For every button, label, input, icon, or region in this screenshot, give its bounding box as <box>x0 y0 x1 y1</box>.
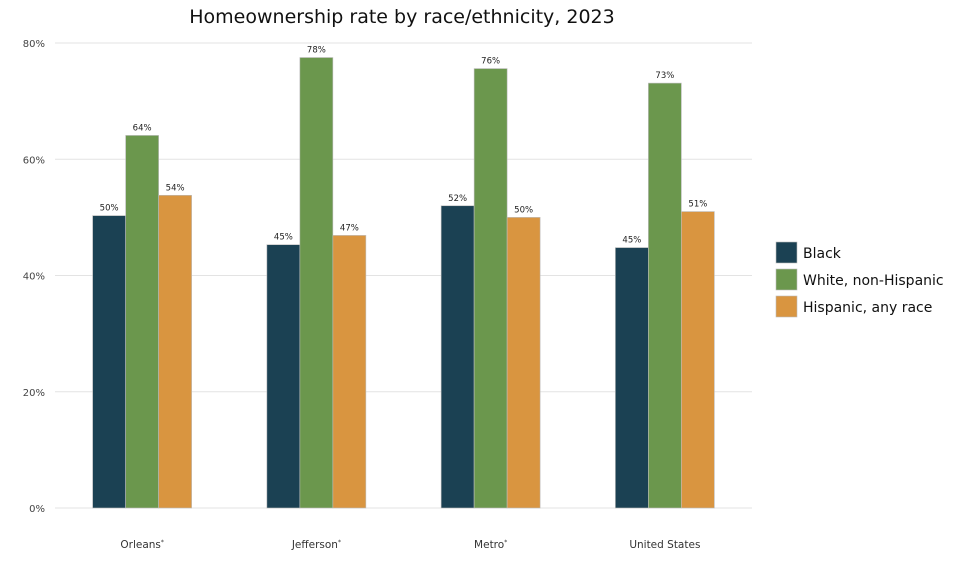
x-tick-label: Metro* <box>474 539 507 551</box>
y-tick-label: 40% <box>23 272 45 283</box>
footnote-marker: * <box>504 539 507 546</box>
bar-white-non-hispanic-united-states <box>648 82 682 509</box>
data-label: 45% <box>274 233 293 243</box>
bar-white-non-hispanic-orleans <box>125 135 159 509</box>
legend-label-hispanic-any-race: Hispanic, any race <box>803 300 932 316</box>
x-tick-label: United States <box>629 539 700 551</box>
chart-title: Homeownership rate by race/ethnicity, 20… <box>189 6 614 28</box>
data-label: 52% <box>448 194 467 204</box>
legend-swatch-white-non-hispanic <box>775 268 798 291</box>
data-label: 76% <box>481 57 500 67</box>
data-label: 73% <box>655 71 674 81</box>
footnote-marker: * <box>161 539 164 546</box>
bar-hispanic-any-race-orleans <box>158 194 192 509</box>
bar-black-metro <box>440 205 475 509</box>
y-tick-label: 0% <box>29 504 45 515</box>
x-axis: Orleans* Jefferson* Metro* United States <box>120 539 700 551</box>
data-label: 64% <box>133 123 152 133</box>
bar-hispanic-any-race-jefferson <box>332 235 367 509</box>
y-tick-label: 60% <box>23 155 45 166</box>
legend-label-black: Black <box>803 246 842 262</box>
bar-hispanic-any-race-metro <box>506 217 541 509</box>
bar-black-orleans <box>92 215 126 509</box>
data-label: 50% <box>100 204 119 214</box>
x-tick-label: Orleans* <box>120 539 164 551</box>
bar-black-jefferson <box>266 244 301 509</box>
data-label: 78% <box>307 46 326 56</box>
bar-white-non-hispanic-jefferson <box>299 57 334 509</box>
y-tick-label: 80% <box>23 39 45 50</box>
bar-black-united-states <box>615 247 649 509</box>
bars <box>92 57 715 509</box>
data-label: 45% <box>622 236 641 246</box>
data-labels: 50% 64% 54% 45% 78% 47% 52% 76% 50% 45% 73% 51% <box>100 46 708 246</box>
y-axis: 0% 20% 40% 60% 80% <box>23 39 45 515</box>
bar-white-non-hispanic-metro <box>473 68 508 509</box>
legend-swatch-hispanic-any-race <box>775 295 798 318</box>
data-label: 50% <box>514 205 533 215</box>
data-label: 54% <box>166 183 185 193</box>
legend-label-white-non-hispanic: White, non-Hispanic <box>803 273 944 289</box>
bar-hispanic-any-race-united-states <box>681 211 715 509</box>
y-tick-label: 20% <box>23 388 45 399</box>
x-tick-label: Jefferson* <box>291 539 341 551</box>
legend: Black White, non-Hispanic Hispanic, any ra… <box>775 241 944 318</box>
data-label: 51% <box>688 200 707 210</box>
data-label: 47% <box>340 223 359 233</box>
footnote-marker: * <box>338 539 341 546</box>
legend-swatch-black <box>775 241 798 264</box>
